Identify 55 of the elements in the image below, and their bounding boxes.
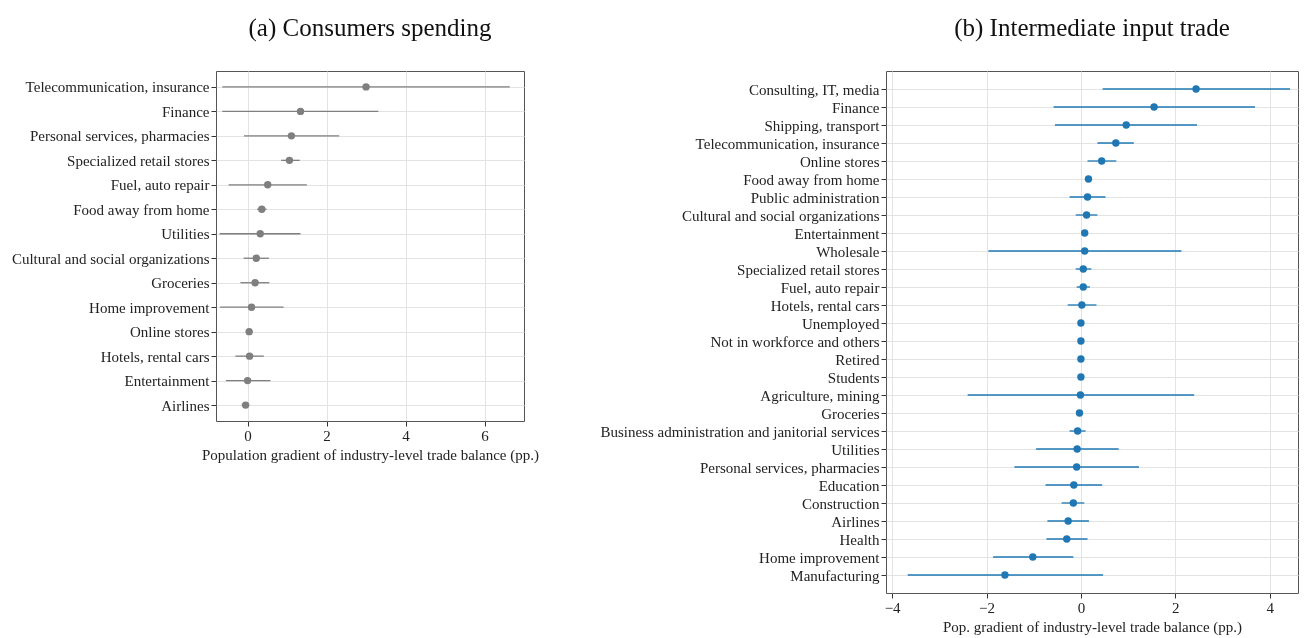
y-tick-label: Telecommunication, insurance bbox=[695, 135, 880, 152]
y-tick-label: Personal services, pharmacies bbox=[699, 459, 880, 476]
y-tick-label: Finance bbox=[162, 103, 210, 120]
y-tick-label: Education bbox=[818, 477, 880, 494]
x-tick-label: −4 bbox=[884, 599, 902, 616]
y-tick-label: Finance bbox=[832, 99, 880, 116]
x-tick-label: 0 bbox=[244, 427, 252, 444]
y-tick-label: Public administration bbox=[750, 189, 880, 206]
chart-title: (b) Intermediate input trade bbox=[954, 14, 1230, 42]
y-tick-label: Specialized retail stores bbox=[737, 261, 880, 278]
y-tick-label: Airlines bbox=[161, 397, 210, 414]
chart-title: (a) Consumers spending bbox=[248, 14, 492, 42]
x-tick-label: 0 bbox=[1077, 599, 1086, 616]
y-tick-label: Entertainment bbox=[124, 373, 211, 390]
y-tick-label: Consulting, IT, media bbox=[748, 81, 880, 98]
y-tick-label: Groceries bbox=[821, 405, 880, 422]
y-tick-label: Utilities bbox=[831, 441, 880, 458]
y-tick-label: Students bbox=[827, 369, 880, 386]
x-axis-title: Population gradient of industry-level trade balance (pp.) bbox=[202, 446, 539, 464]
x-tick-label: 4 bbox=[1266, 599, 1275, 616]
y-tick-label: Cultural and social organizations bbox=[681, 207, 880, 224]
x-tick-label: 4 bbox=[402, 427, 411, 444]
y-tick-label: Retired bbox=[835, 351, 880, 368]
y-tick-label: Wholesale bbox=[816, 243, 880, 260]
y-tick-label: Food away from home bbox=[73, 201, 210, 218]
y-tick-label: Business administration and janitorial services bbox=[600, 423, 880, 440]
y-tick-label: Hotels, rental cars bbox=[100, 348, 210, 365]
y-tick-label: Personal services, pharmacies bbox=[29, 128, 210, 145]
y-tick-label: Hotels, rental cars bbox=[770, 297, 880, 314]
y-tick-label: Home improvement bbox=[89, 299, 211, 316]
x-tick-label: 6 bbox=[481, 427, 490, 444]
x-tick-label: 2 bbox=[1172, 599, 1180, 616]
y-tick-label: Health bbox=[839, 531, 880, 548]
y-tick-label: Cultural and social organizations bbox=[11, 250, 210, 267]
y-tick-label: Utilities bbox=[161, 226, 210, 243]
y-tick-label: Not in workforce and others bbox=[710, 333, 880, 350]
y-tick-label: Home improvement bbox=[759, 549, 881, 566]
y-tick-label: Food away from home bbox=[743, 171, 880, 188]
y-tick-label: Fuel, auto repair bbox=[780, 279, 880, 296]
y-tick-label: Specialized retail stores bbox=[67, 152, 210, 169]
y-tick-label: Agriculture, mining bbox=[760, 387, 880, 404]
x-axis-title: Pop. gradient of industry-level trade balance (pp.) bbox=[942, 618, 1243, 636]
y-tick-label: Groceries bbox=[151, 275, 210, 292]
y-tick-label: Unemployed bbox=[802, 315, 880, 332]
y-tick-label: Online stores bbox=[799, 153, 880, 170]
y-tick-label: Fuel, auto repair bbox=[110, 177, 210, 194]
x-tick-label: −2 bbox=[979, 599, 996, 616]
y-tick-label: Shipping, transport bbox=[764, 117, 881, 134]
x-tick-label: 2 bbox=[323, 427, 331, 444]
y-tick-label: Telecommunication, insurance bbox=[25, 79, 210, 96]
y-tick-label: Entertainment bbox=[794, 225, 881, 242]
y-tick-label: Online stores bbox=[129, 324, 210, 341]
y-tick-label: Manufacturing bbox=[790, 567, 880, 584]
y-tick-label: Construction bbox=[802, 495, 880, 512]
y-tick-label: Airlines bbox=[831, 513, 880, 530]
